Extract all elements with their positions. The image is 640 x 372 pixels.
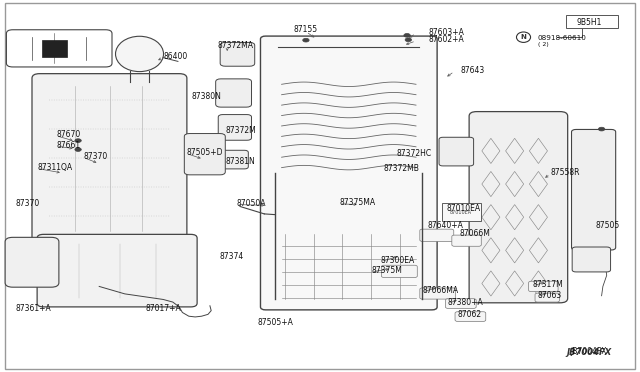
Text: 87010EA: 87010EA bbox=[450, 210, 472, 215]
FancyBboxPatch shape bbox=[184, 134, 225, 175]
FancyBboxPatch shape bbox=[218, 115, 252, 140]
FancyBboxPatch shape bbox=[260, 36, 437, 310]
Text: N: N bbox=[520, 34, 527, 40]
Text: 87066MA: 87066MA bbox=[422, 286, 458, 295]
Text: 87603+A: 87603+A bbox=[429, 28, 465, 37]
FancyBboxPatch shape bbox=[420, 229, 454, 241]
FancyBboxPatch shape bbox=[6, 30, 112, 67]
FancyBboxPatch shape bbox=[216, 79, 252, 107]
Text: 87311QA: 87311QA bbox=[37, 163, 72, 172]
Text: 87372MA: 87372MA bbox=[218, 41, 253, 50]
FancyBboxPatch shape bbox=[455, 312, 486, 321]
Text: 87505: 87505 bbox=[595, 221, 620, 230]
Text: JB7004FX: JB7004FX bbox=[570, 347, 607, 356]
Text: 87374: 87374 bbox=[220, 252, 244, 261]
Text: 87063: 87063 bbox=[538, 291, 562, 300]
Text: 87370: 87370 bbox=[15, 199, 40, 208]
Text: 9B5H1: 9B5H1 bbox=[576, 18, 602, 27]
Text: 87017+A: 87017+A bbox=[146, 304, 182, 312]
Text: 87317M: 87317M bbox=[532, 280, 563, 289]
Circle shape bbox=[404, 33, 410, 37]
Text: 87640+A: 87640+A bbox=[428, 221, 463, 230]
FancyBboxPatch shape bbox=[572, 247, 611, 272]
Text: 87670: 87670 bbox=[56, 130, 81, 139]
Text: 87300EA: 87300EA bbox=[381, 256, 415, 265]
Text: 87602+A: 87602+A bbox=[429, 35, 465, 44]
FancyBboxPatch shape bbox=[442, 203, 481, 221]
FancyBboxPatch shape bbox=[381, 265, 417, 278]
Text: 87505+A: 87505+A bbox=[257, 318, 293, 327]
FancyBboxPatch shape bbox=[420, 288, 456, 299]
Text: 87381N: 87381N bbox=[226, 157, 255, 166]
Text: 87010EA: 87010EA bbox=[447, 204, 481, 213]
FancyBboxPatch shape bbox=[445, 299, 476, 308]
Circle shape bbox=[75, 139, 81, 142]
Text: 87661: 87661 bbox=[56, 141, 81, 150]
Text: 87066M: 87066M bbox=[460, 229, 490, 238]
Text: ( 2): ( 2) bbox=[538, 42, 548, 47]
FancyBboxPatch shape bbox=[439, 137, 474, 166]
Circle shape bbox=[405, 38, 412, 42]
Text: JB7004FX: JB7004FX bbox=[566, 348, 611, 357]
FancyBboxPatch shape bbox=[37, 234, 197, 307]
Text: 87050A: 87050A bbox=[237, 199, 266, 208]
FancyBboxPatch shape bbox=[469, 112, 568, 303]
Text: 87372MB: 87372MB bbox=[384, 164, 420, 173]
Text: 87370: 87370 bbox=[83, 152, 108, 161]
Circle shape bbox=[303, 38, 309, 42]
FancyBboxPatch shape bbox=[32, 74, 187, 243]
Circle shape bbox=[75, 148, 81, 151]
FancyBboxPatch shape bbox=[566, 15, 618, 28]
Text: 87375MA: 87375MA bbox=[339, 198, 375, 207]
Text: 87375M: 87375M bbox=[371, 266, 402, 275]
Text: 87643: 87643 bbox=[461, 66, 485, 75]
Text: 87505+D: 87505+D bbox=[187, 148, 223, 157]
Text: 87558R: 87558R bbox=[550, 169, 580, 177]
FancyBboxPatch shape bbox=[529, 281, 558, 292]
Text: 87380N: 87380N bbox=[192, 92, 222, 101]
Ellipse shape bbox=[116, 36, 164, 72]
Circle shape bbox=[598, 127, 605, 131]
FancyBboxPatch shape bbox=[221, 150, 248, 169]
FancyBboxPatch shape bbox=[220, 42, 255, 66]
Text: 87155: 87155 bbox=[294, 25, 318, 34]
FancyBboxPatch shape bbox=[572, 129, 616, 250]
Text: 87062: 87062 bbox=[458, 310, 482, 319]
Ellipse shape bbox=[516, 32, 531, 42]
Text: 87380+A: 87380+A bbox=[448, 298, 484, 307]
Text: 87361+A: 87361+A bbox=[15, 304, 51, 313]
FancyBboxPatch shape bbox=[5, 237, 59, 287]
Bar bbox=[42, 40, 67, 57]
Text: 08918-60610: 08918-60610 bbox=[538, 35, 586, 41]
FancyBboxPatch shape bbox=[452, 235, 481, 246]
Text: 87372HC: 87372HC bbox=[397, 149, 432, 158]
Text: 87372M: 87372M bbox=[226, 126, 257, 135]
Text: 86400: 86400 bbox=[163, 52, 188, 61]
FancyBboxPatch shape bbox=[535, 293, 559, 302]
